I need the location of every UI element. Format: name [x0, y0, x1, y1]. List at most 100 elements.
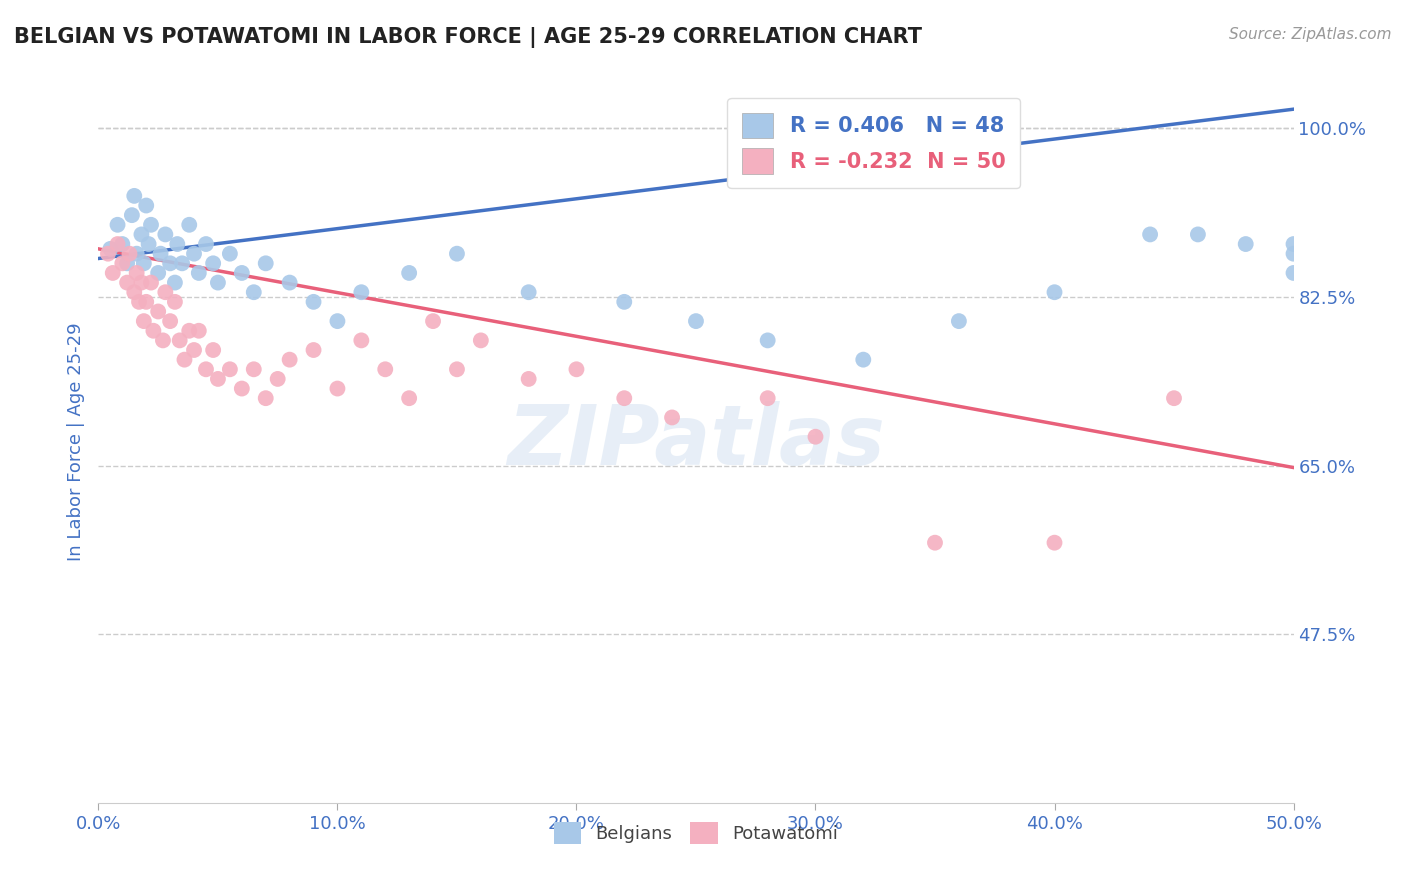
Point: [128, 294, 150, 309]
Point: [159, 256, 181, 270]
Point: [118, 246, 141, 260]
Point: [124, 189, 146, 203]
Point: [142, 324, 165, 338]
Point: [804, 430, 827, 444]
Point: [107, 237, 129, 252]
Point: [398, 266, 420, 280]
Point: [115, 256, 138, 270]
Point: [278, 352, 301, 367]
Point: [172, 256, 194, 270]
Point: [195, 362, 218, 376]
Point: [1282, 237, 1305, 252]
Point: [517, 372, 540, 386]
Point: [948, 314, 970, 328]
Point: [152, 334, 174, 348]
Point: [446, 246, 468, 260]
Point: [1163, 391, 1185, 405]
Point: [756, 391, 779, 405]
Y-axis label: In Labor Force | Age 25-29: In Labor Force | Age 25-29: [66, 322, 84, 561]
Point: [107, 218, 129, 232]
Point: [139, 218, 162, 232]
Point: [326, 314, 349, 328]
Point: [163, 276, 186, 290]
Point: [231, 266, 253, 280]
Text: Source: ZipAtlas.com: Source: ZipAtlas.com: [1229, 27, 1392, 42]
Point: [135, 198, 157, 212]
Point: [101, 266, 124, 280]
Point: [350, 334, 373, 348]
Point: [613, 294, 636, 309]
Point: [111, 237, 134, 252]
Point: [124, 285, 146, 300]
Point: [231, 382, 253, 396]
Text: ZIPatlas: ZIPatlas: [508, 401, 884, 482]
Point: [125, 266, 148, 280]
Point: [202, 343, 225, 357]
Point: [254, 391, 277, 405]
Point: [139, 276, 162, 290]
Point: [1234, 237, 1257, 252]
Legend: Belgians, Potawatomi: Belgians, Potawatomi: [547, 815, 845, 852]
Point: [207, 276, 229, 290]
Point: [159, 314, 181, 328]
Point: [756, 334, 779, 348]
Point: [179, 324, 201, 338]
Point: [195, 237, 218, 252]
Point: [163, 294, 186, 309]
Point: [267, 372, 290, 386]
Point: [254, 256, 277, 270]
Point: [278, 276, 301, 290]
Point: [183, 343, 205, 357]
Point: [852, 352, 875, 367]
Point: [613, 391, 636, 405]
Point: [302, 343, 325, 357]
Point: [302, 294, 325, 309]
Point: [166, 237, 188, 252]
Point: [111, 256, 134, 270]
Text: BELGIAN VS POTAWATOMI IN LABOR FORCE | AGE 25-29 CORRELATION CHART: BELGIAN VS POTAWATOMI IN LABOR FORCE | A…: [14, 27, 922, 48]
Point: [565, 362, 588, 376]
Point: [183, 246, 205, 260]
Point: [149, 246, 172, 260]
Point: [148, 266, 170, 280]
Point: [138, 237, 160, 252]
Point: [207, 372, 229, 386]
Point: [148, 304, 170, 318]
Point: [125, 246, 148, 260]
Point: [187, 324, 209, 338]
Point: [1282, 266, 1305, 280]
Point: [155, 285, 177, 300]
Point: [422, 314, 444, 328]
Point: [685, 314, 707, 328]
Point: [219, 246, 242, 260]
Point: [173, 352, 195, 367]
Point: [155, 227, 177, 242]
Point: [1187, 227, 1209, 242]
Point: [98, 242, 122, 256]
Point: [1282, 246, 1305, 260]
Point: [517, 285, 540, 300]
Point: [121, 208, 143, 222]
Point: [924, 535, 946, 549]
Point: [1043, 285, 1066, 300]
Point: [1043, 535, 1066, 549]
Point: [398, 391, 420, 405]
Point: [243, 285, 266, 300]
Point: [202, 256, 225, 270]
Point: [326, 382, 349, 396]
Point: [1139, 227, 1161, 242]
Point: [470, 334, 492, 348]
Point: [135, 294, 157, 309]
Point: [131, 227, 153, 242]
Point: [219, 362, 242, 376]
Point: [661, 410, 683, 425]
Point: [187, 266, 209, 280]
Point: [132, 314, 155, 328]
Point: [374, 362, 396, 376]
Point: [169, 334, 191, 348]
Point: [179, 218, 201, 232]
Point: [446, 362, 468, 376]
Point: [350, 285, 373, 300]
Point: [243, 362, 266, 376]
Point: [97, 246, 120, 260]
